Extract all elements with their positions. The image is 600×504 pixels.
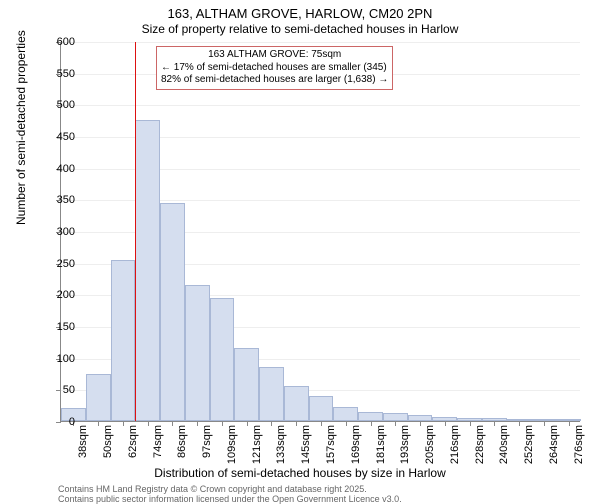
gridline: [61, 105, 580, 106]
x-tick-mark: [98, 421, 99, 426]
property-marker-line: [135, 42, 136, 421]
x-tick-mark: [123, 421, 124, 426]
x-tick-label: 205sqm: [424, 425, 436, 464]
histogram-bar: [185, 285, 210, 421]
y-tick-label: 500: [45, 99, 75, 111]
x-tick-mark: [519, 421, 520, 426]
histogram-bar: [383, 413, 408, 421]
x-tick-mark: [445, 421, 446, 426]
x-tick-mark: [470, 421, 471, 426]
y-tick-label: 0: [45, 416, 75, 428]
x-tick-label: 145sqm: [300, 425, 312, 464]
footer-line-2: Contains public sector information licen…: [58, 494, 402, 504]
footer-line-1: Contains HM Land Registry data © Crown c…: [58, 484, 367, 494]
x-tick-mark: [420, 421, 421, 426]
x-tick-mark: [544, 421, 545, 426]
y-tick-label: 550: [45, 68, 75, 80]
gridline: [61, 42, 580, 43]
x-tick-label: 276sqm: [573, 425, 585, 464]
x-tick-mark: [346, 421, 347, 426]
histogram-bar: [284, 386, 309, 421]
chart-title: 163, ALTHAM GROVE, HARLOW, CM20 2PN: [0, 6, 600, 21]
x-tick-mark: [395, 421, 396, 426]
x-tick-mark: [172, 421, 173, 426]
x-tick-mark: [271, 421, 272, 426]
y-tick-label: 250: [45, 258, 75, 270]
chart-container: 163, ALTHAM GROVE, HARLOW, CM20 2PN Size…: [0, 0, 600, 500]
x-tick-label: 50sqm: [102, 425, 114, 458]
x-tick-label: 193sqm: [399, 425, 411, 464]
plot-area: 38sqm50sqm62sqm74sqm86sqm97sqm109sqm121s…: [60, 42, 580, 422]
y-axis-label: Number of semi-detached properties: [14, 30, 28, 225]
histogram-bar: [358, 412, 383, 422]
y-tick-label: 450: [45, 131, 75, 143]
annotation-line-1: 163 ALTHAM GROVE: 75sqm: [161, 49, 388, 62]
x-tick-label: 264sqm: [548, 425, 560, 464]
x-tick-mark: [296, 421, 297, 426]
x-tick-mark: [247, 421, 248, 426]
y-tick-label: 600: [45, 36, 75, 48]
histogram-bar: [86, 374, 111, 422]
chart-subtitle: Size of property relative to semi-detach…: [0, 22, 600, 36]
x-axis-label: Distribution of semi-detached houses by …: [0, 466, 600, 480]
x-tick-mark: [148, 421, 149, 426]
histogram-bar: [111, 260, 136, 422]
histogram-bar: [259, 367, 284, 421]
x-tick-mark: [569, 421, 570, 426]
y-tick-label: 50: [45, 384, 75, 396]
annotation-line-3: 82% of semi-detached houses are larger (…: [161, 74, 388, 87]
annotation-box: 163 ALTHAM GROVE: 75sqm← 17% of semi-det…: [156, 46, 393, 90]
y-tick-label: 200: [45, 289, 75, 301]
x-tick-mark: [494, 421, 495, 426]
x-tick-label: 216sqm: [449, 425, 461, 464]
x-tick-label: 74sqm: [152, 425, 164, 458]
y-tick-label: 300: [45, 226, 75, 238]
y-tick-label: 100: [45, 353, 75, 365]
y-tick-label: 150: [45, 321, 75, 333]
x-tick-label: 38sqm: [77, 425, 89, 458]
histogram-bar: [135, 120, 160, 421]
y-tick-label: 350: [45, 194, 75, 206]
x-tick-label: 97sqm: [201, 425, 213, 458]
x-tick-mark: [222, 421, 223, 426]
x-tick-mark: [197, 421, 198, 426]
x-tick-label: 133sqm: [275, 425, 287, 464]
x-tick-label: 240sqm: [498, 425, 510, 464]
histogram-bar: [160, 203, 185, 422]
annotation-line-2: ← 17% of semi-detached houses are smalle…: [161, 62, 388, 75]
histogram-bar: [333, 407, 358, 421]
histogram-bar: [309, 396, 334, 421]
y-tick-label: 400: [45, 163, 75, 175]
x-tick-mark: [321, 421, 322, 426]
x-tick-label: 157sqm: [325, 425, 337, 464]
histogram-bar: [234, 348, 259, 421]
x-tick-label: 121sqm: [251, 425, 263, 464]
x-tick-label: 228sqm: [474, 425, 486, 464]
x-tick-label: 169sqm: [350, 425, 362, 464]
x-tick-label: 252sqm: [523, 425, 535, 464]
x-tick-label: 109sqm: [226, 425, 238, 464]
x-tick-label: 181sqm: [375, 425, 387, 464]
x-tick-mark: [371, 421, 372, 426]
histogram-bar: [210, 298, 235, 422]
x-tick-label: 86sqm: [176, 425, 188, 458]
x-tick-label: 62sqm: [127, 425, 139, 458]
